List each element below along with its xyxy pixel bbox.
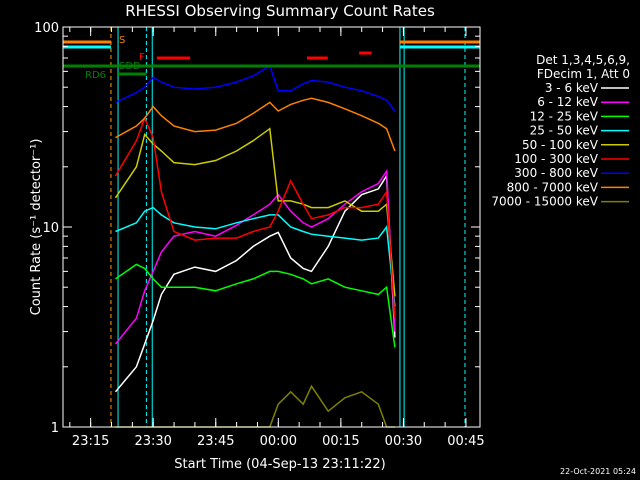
- y-tick-label-2: 100: [34, 21, 59, 36]
- timestamp: 22-Oct-2021 05:24: [560, 467, 636, 476]
- legend: Det 1,3,4,5,6,9, FDecim 1, Att 0 3 - 6 k…: [491, 53, 630, 209]
- x-tick-label-5: 00:30: [385, 434, 422, 449]
- legend-label-1: 6 - 12 keV: [537, 95, 599, 109]
- x-tick-label-2: 23:45: [197, 434, 234, 449]
- flag-label-sdd: SDD: [119, 61, 141, 72]
- series-line-7: [115, 97, 396, 152]
- chart-title: RHESSI Observing Summary Count Rates: [125, 2, 435, 20]
- flag-label-f: F: [139, 52, 145, 63]
- x-tick-label-0: 23:15: [72, 434, 109, 449]
- series-line-0: [114, 173, 396, 393]
- y-axis-label: Count Rate (s⁻¹ detector⁻¹): [29, 139, 44, 316]
- legend-label-4: 50 - 100 keV: [522, 138, 599, 152]
- series-line-2: [115, 263, 396, 348]
- x-tick-label-1: 23:30: [134, 434, 171, 449]
- legend-label-2: 12 - 25 keV: [530, 109, 599, 123]
- series-line-1: [114, 168, 396, 345]
- night-markers: [110, 27, 466, 427]
- legend-label-8: 7000 - 15000 keV: [491, 195, 598, 209]
- x-tick-label-6: 00:45: [447, 434, 484, 449]
- legend-header-line-1: Det 1,3,4,5,6,9,: [536, 53, 630, 67]
- flag-label-rd6: RD6: [85, 70, 106, 81]
- series-line-5: [114, 116, 396, 319]
- x-axis-label: Start Time (04-Sep-13 23:11:22): [174, 457, 385, 472]
- legend-label-7: 800 - 7000 keV: [507, 180, 599, 194]
- legend-label-3: 25 - 50 keV: [530, 124, 599, 138]
- legend-label-6: 300 - 800 keV: [514, 166, 598, 180]
- legend-label-5: 100 - 300 keV: [514, 152, 598, 166]
- legend-label-0: 3 - 6 keV: [545, 81, 599, 95]
- x-tick-label-3: 00:00: [260, 434, 297, 449]
- x-tick-label-4: 00:15: [322, 434, 359, 449]
- legend-header-line-2: FDecim 1, Att 0: [537, 67, 630, 81]
- series-line-3: [115, 206, 396, 307]
- flag-label-s: S: [119, 35, 125, 46]
- y-tick-label-1: 10: [42, 221, 59, 236]
- y-tick-label-0: 1: [51, 421, 59, 436]
- axes: 1 10 100 23:15 23:30 23:45 00:00 00:15 00:30 00:4…: [34, 21, 485, 449]
